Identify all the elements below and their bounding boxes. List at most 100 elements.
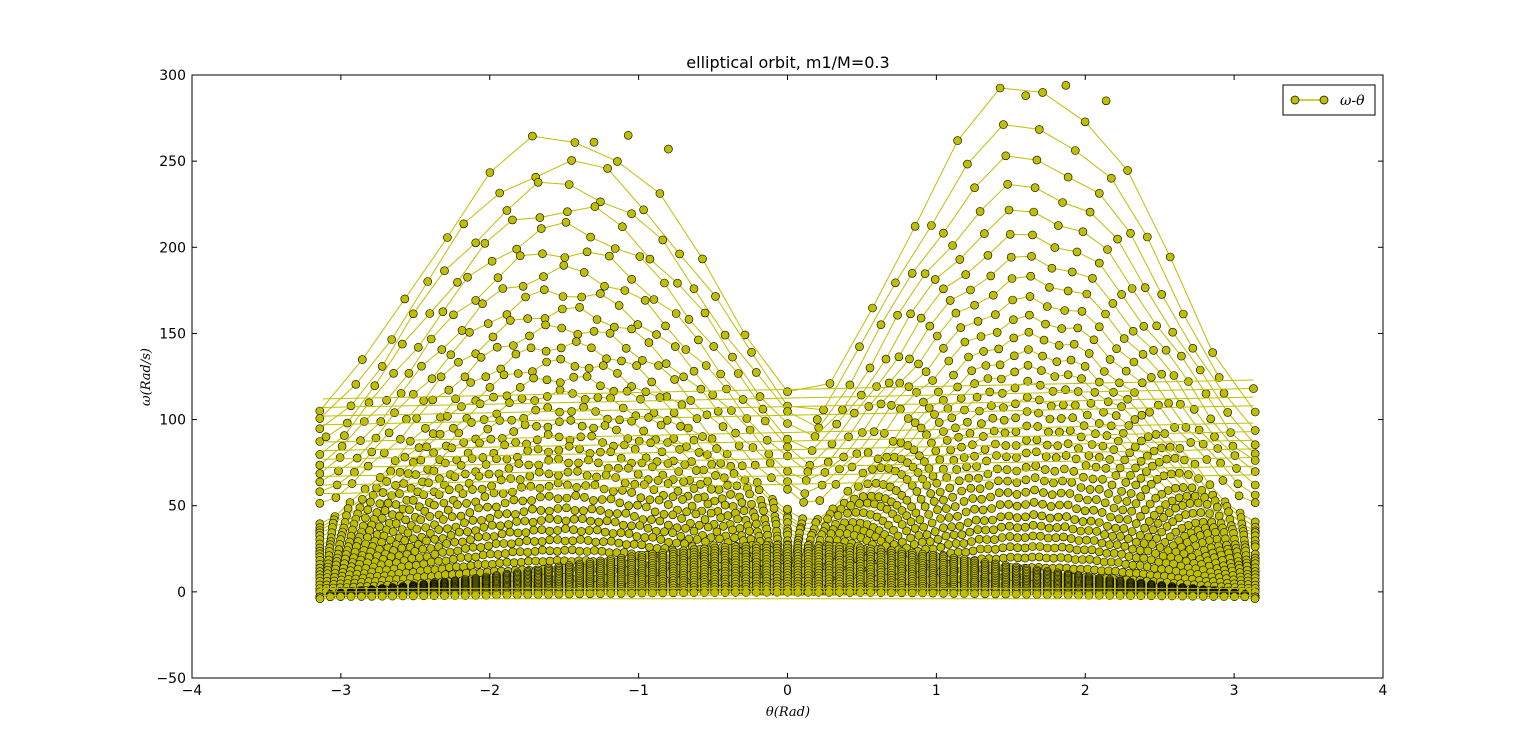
data-point — [691, 509, 701, 519]
data-point — [1013, 553, 1023, 563]
data-point — [571, 337, 581, 346]
data-point — [638, 355, 647, 365]
data-point — [713, 406, 723, 416]
data-point — [769, 503, 779, 513]
data-point — [1250, 467, 1260, 476]
data-point — [446, 350, 456, 360]
data-point — [1005, 532, 1015, 541]
data-point — [994, 476, 1003, 486]
data-point — [799, 497, 808, 507]
data-point — [1013, 543, 1022, 553]
data-point — [1113, 495, 1122, 504]
data-point — [893, 514, 902, 524]
data-point — [512, 517, 522, 526]
data-point — [842, 529, 852, 539]
data-point — [508, 487, 517, 497]
data-point — [1011, 427, 1021, 437]
data-point — [422, 442, 432, 452]
data-point — [629, 539, 639, 549]
data-point — [459, 438, 469, 447]
data-point — [499, 370, 509, 380]
data-point — [444, 485, 454, 495]
data-point — [931, 446, 941, 456]
data-point — [1063, 172, 1073, 182]
data-point — [439, 498, 449, 508]
data-point — [1145, 407, 1154, 417]
data-point — [941, 531, 951, 541]
data-point — [360, 484, 370, 494]
data-point — [555, 385, 565, 395]
data-point — [865, 363, 875, 373]
data-point — [1111, 471, 1121, 480]
data-point — [1021, 487, 1031, 497]
data-point — [1100, 498, 1110, 508]
data-point — [653, 476, 663, 485]
data-point — [1099, 407, 1108, 417]
data-point — [1006, 552, 1015, 562]
data-point — [1250, 456, 1260, 465]
data-point — [536, 492, 545, 502]
data-point — [819, 405, 828, 415]
data-point — [992, 451, 1001, 460]
legend-marker — [1319, 95, 1329, 105]
data-point — [646, 438, 655, 448]
data-point — [1008, 295, 1018, 305]
data-point — [1124, 552, 1134, 561]
data-point — [1181, 422, 1191, 432]
data-point — [1109, 503, 1119, 513]
data-point — [386, 535, 395, 545]
data-point — [689, 284, 699, 294]
data-point — [527, 496, 536, 505]
data-point — [661, 359, 671, 369]
data-point — [1024, 345, 1033, 354]
data-point — [832, 419, 842, 429]
data-point — [423, 277, 433, 286]
data-point — [553, 535, 562, 544]
data-point — [562, 493, 572, 503]
data-point — [1028, 230, 1037, 240]
data-point — [315, 450, 325, 459]
data-point — [918, 397, 928, 407]
data-point — [919, 522, 928, 532]
data-point — [783, 419, 792, 428]
data-point — [949, 370, 958, 380]
data-point — [851, 507, 861, 517]
data-point — [641, 502, 651, 512]
data-point — [451, 394, 460, 404]
data-point — [1060, 306, 1069, 315]
data-point — [1029, 497, 1039, 507]
data-point — [1023, 360, 1033, 370]
data-point — [523, 446, 533, 456]
data-point — [518, 496, 528, 506]
data-point — [504, 464, 514, 473]
data-point — [573, 329, 583, 339]
data-point — [975, 484, 985, 494]
data-point — [698, 254, 707, 264]
data-point — [492, 454, 501, 464]
data-point — [1118, 505, 1128, 515]
data-point — [557, 323, 567, 333]
data-point — [637, 458, 647, 468]
data-point — [684, 314, 694, 324]
data-point — [1143, 546, 1153, 556]
data-point — [434, 490, 444, 500]
data-point — [1027, 251, 1036, 261]
data-point — [593, 393, 603, 402]
data-point — [723, 511, 733, 520]
data-point — [891, 278, 900, 288]
data-point — [1095, 377, 1104, 387]
data-point — [1003, 476, 1012, 486]
data-point — [388, 527, 398, 536]
data-point — [1161, 500, 1170, 509]
data-point — [405, 505, 414, 515]
data-point — [922, 480, 932, 490]
x-tick-label: 2 — [1081, 683, 1090, 699]
data-point — [655, 516, 665, 526]
data-point — [648, 462, 657, 472]
data-point — [408, 389, 418, 399]
data-point — [843, 486, 853, 496]
data-point — [1022, 407, 1032, 416]
data-point — [1028, 531, 1038, 541]
data-point — [1066, 355, 1076, 365]
